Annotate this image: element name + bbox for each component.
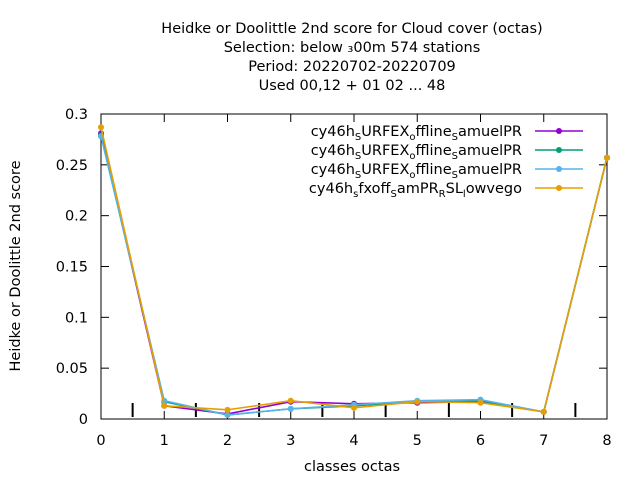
x-tick-label: 6 — [476, 433, 485, 449]
legend-swatch-point — [556, 185, 562, 191]
y-tick-label: 0.15 — [56, 260, 88, 276]
y-tick-label: 0.05 — [56, 361, 88, 377]
legend-entry-4: cy46hsfxoffSamPRRSLlowvego — [309, 181, 583, 200]
x-tick-label: 4 — [349, 433, 358, 449]
x-tick-label: 1 — [160, 433, 169, 449]
x-tick-label: 8 — [602, 433, 611, 449]
legend-entry-1: cy46hSURFEXofflineSamuelPR — [311, 124, 583, 143]
y-tick-label: 0.25 — [56, 158, 88, 174]
chart-title-line-4: Used 00,12 + 01 02 ... 48 — [259, 78, 446, 94]
series-4-point — [604, 154, 610, 161]
legend-label: cy46hSURFEXofflineSamuelPR — [311, 162, 522, 181]
y-tick-label: 0.2 — [65, 209, 88, 225]
series-4-point — [98, 124, 104, 131]
legend-label: cy46hSURFEXofflineSamuelPR — [311, 124, 522, 143]
series-3-point — [224, 411, 231, 418]
x-axis-label: classes octas — [304, 459, 400, 475]
legend-label: cy46hSURFEXofflineSamuelPR — [311, 143, 522, 162]
legend: cy46hSURFEXofflineSamuelPRcy46hSURFEXoff… — [309, 124, 583, 200]
y-tick-label: 0.1 — [65, 310, 88, 326]
x-tick-label: 7 — [539, 433, 548, 449]
legend-swatch-point — [556, 147, 562, 153]
chart-title: Heidke or Doolittle 2nd score for Cloud … — [161, 21, 542, 94]
legend-swatch-point — [556, 166, 562, 172]
series-4-point — [540, 408, 547, 415]
y-axis: 0 0.05 0.1 0.15 0.2 0.25 0.3 — [56, 107, 607, 428]
chart-title-line-3: Period: 20220702-20220709 — [248, 59, 456, 75]
series-4-point — [351, 404, 357, 411]
x-tick-label: 0 — [96, 433, 105, 449]
chart-title-line-1: Heidke or Doolittle 2nd score for Cloud … — [161, 21, 542, 37]
chart-title-line-2: Selection: below ₃00m 574 stations — [224, 40, 481, 56]
x-tick-label: 2 — [223, 433, 232, 449]
series-4-point — [287, 397, 294, 404]
legend-entry-2: cy46hSURFEXofflineSamuelPR — [311, 143, 583, 162]
series-4-point — [414, 398, 421, 405]
series-4-point — [477, 399, 484, 406]
x-tick-label: 3 — [286, 433, 295, 449]
series-3-point — [287, 405, 294, 412]
y-tick-label: 0.3 — [65, 107, 88, 123]
x-axis: 0 1 2 3 4 5 6 7 8 — [96, 114, 612, 449]
series-4-point — [224, 406, 231, 413]
y-tick-label: 0 — [79, 412, 88, 428]
legend-entry-3: cy46hSURFEXofflineSamuelPR — [311, 162, 583, 181]
plot-area: 0 0.05 0.1 0.15 0.2 0.25 0.3 0 1 2 3 4 5 6 7 8 — [56, 107, 612, 449]
series-4 — [98, 124, 610, 415]
legend-swatch-point — [556, 128, 562, 134]
series-4-point — [161, 402, 168, 409]
y-axis-label: Heidke or Doolittle 2nd score — [8, 160, 24, 371]
legend-label: cy46hsfxoffSamPRRSLlowvego — [309, 181, 522, 200]
series-layer — [98, 124, 610, 418]
x-tick-label: 5 — [413, 433, 422, 449]
